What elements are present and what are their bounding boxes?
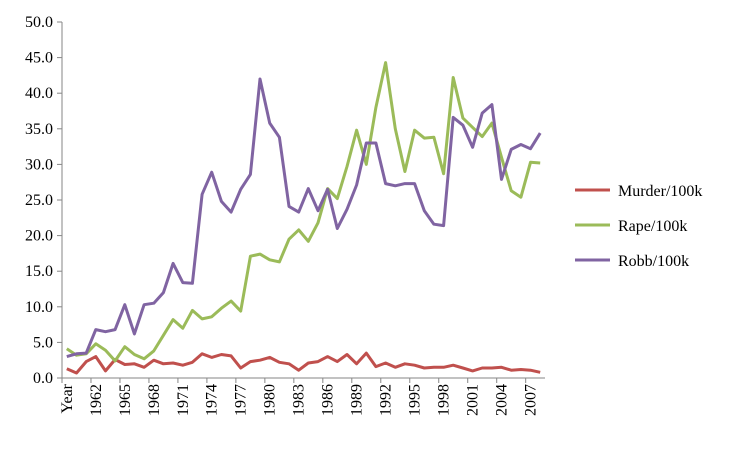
x-tick-label: Year xyxy=(59,383,76,413)
y-tick-label: 20.0 xyxy=(25,228,53,245)
x-tick-label: 1995 xyxy=(407,384,424,416)
series-line xyxy=(65,61,541,363)
y-tick-label: 0.0 xyxy=(33,370,53,387)
x-tick-label: 1983 xyxy=(291,384,308,416)
y-tick-label: 40.0 xyxy=(25,85,53,102)
legend-label: Robb/100k xyxy=(618,253,689,270)
series-line xyxy=(66,351,541,375)
x-tick-label: 1980 xyxy=(262,384,279,416)
x-tick-label: 1965 xyxy=(117,384,134,416)
x-tick-label: 1971 xyxy=(175,384,192,416)
x-tick-label: 1968 xyxy=(146,384,163,416)
x-tick-label: 1992 xyxy=(378,384,395,416)
legend-label: Murder/100k xyxy=(618,183,702,200)
y-tick-label: 30.0 xyxy=(25,156,53,173)
y-tick-label: 35.0 xyxy=(25,121,53,138)
y-tick-label: 45.0 xyxy=(25,50,53,67)
x-tick-label: 2004 xyxy=(494,384,511,416)
x-tick-label: 2007 xyxy=(523,384,540,416)
y-tick-label: 10.0 xyxy=(25,299,53,316)
x-tick-label: 2001 xyxy=(465,384,482,416)
x-tick-label: 1998 xyxy=(436,384,453,416)
y-tick-label: 50.0 xyxy=(25,14,53,31)
y-tick-label: 25.0 xyxy=(25,192,53,209)
series-line xyxy=(66,77,542,359)
x-tick-label: 1986 xyxy=(320,384,337,416)
x-tick-label: 1962 xyxy=(88,384,105,416)
x-tick-label: 1989 xyxy=(349,384,366,416)
y-tick-label: 5.0 xyxy=(33,334,53,351)
legend-label: Rape/100k xyxy=(618,218,687,235)
x-tick-label: 1977 xyxy=(233,384,250,416)
y-tick-label: 15.0 xyxy=(25,263,53,280)
x-tick-label: 1974 xyxy=(204,384,221,416)
